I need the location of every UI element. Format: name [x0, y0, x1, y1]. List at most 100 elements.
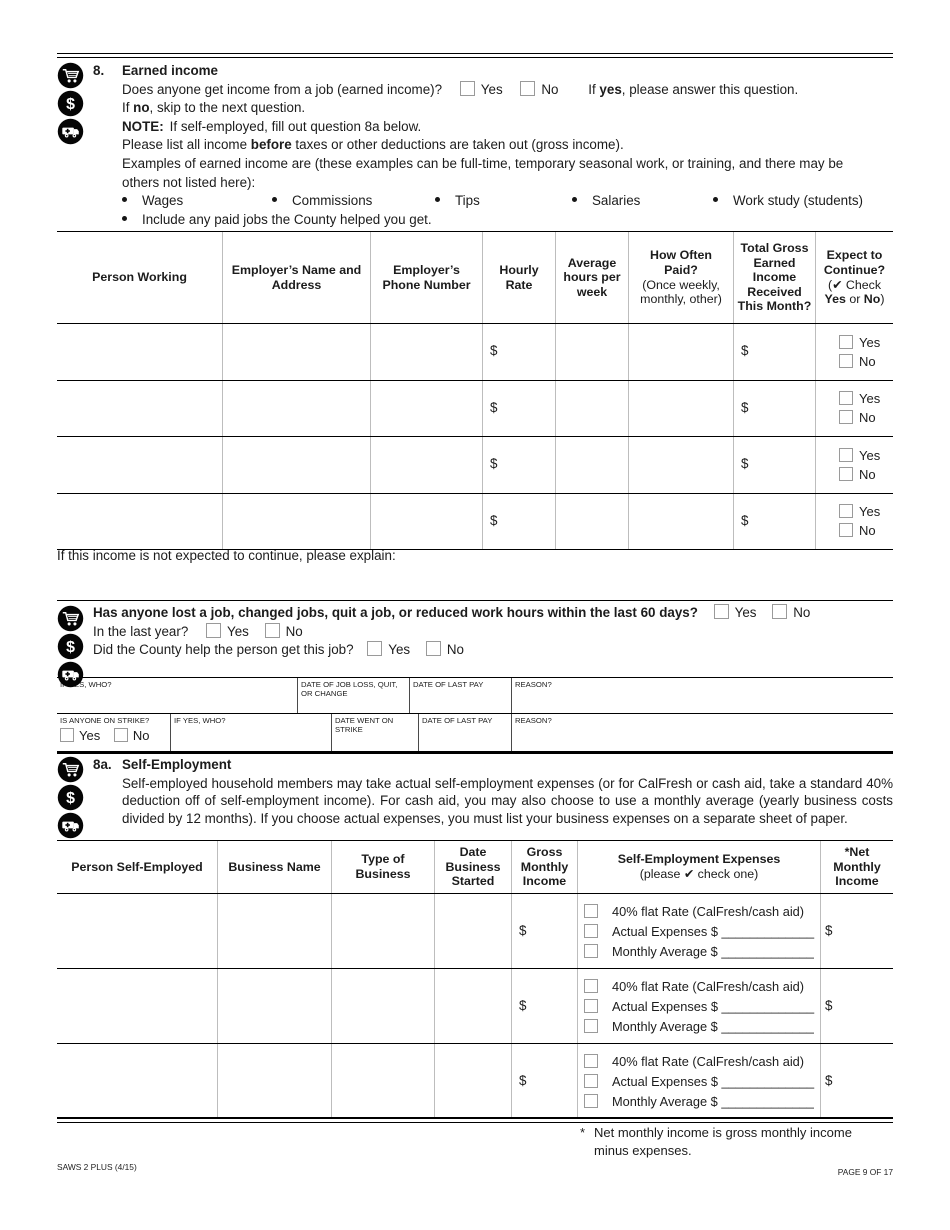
svg-text:$: $: [66, 96, 75, 113]
last-year-yes-checkbox[interactable]: [206, 622, 222, 638]
county-help-yes-checkbox[interactable]: [367, 641, 383, 657]
lost-job-yes-checkbox[interactable]: [713, 604, 729, 619]
total-gross-field[interactable]: $: [733, 324, 815, 380]
employer-name-field[interactable]: [222, 437, 370, 493]
expect-yes-checkbox[interactable]: [839, 504, 853, 519]
employer-phone-field[interactable]: [370, 324, 482, 380]
hourly-rate-field[interactable]: $: [482, 324, 555, 380]
person-working-field[interactable]: [57, 381, 222, 437]
expect-no-checkbox[interactable]: [839, 410, 853, 425]
how-often-paid-field[interactable]: [628, 324, 733, 380]
avg-hours-field[interactable]: [555, 324, 628, 380]
type-of-business-field[interactable]: [331, 1044, 434, 1118]
date-started-field[interactable]: [434, 969, 511, 1043]
q8-yes-label: Yes: [480, 81, 503, 97]
expect-no-checkbox[interactable]: [839, 523, 853, 538]
person-working-field[interactable]: [57, 494, 222, 550]
col-date-started: Date Business Started: [434, 841, 511, 893]
expect-yes-checkbox[interactable]: [839, 447, 853, 462]
employer-name-field[interactable]: [222, 380, 370, 436]
actual-expenses-checkbox[interactable]: [584, 1074, 598, 1088]
earned-income-table-header: Person Working Employer’s Name and Addre…: [57, 232, 893, 324]
strike-who-field[interactable]: IF YES, WHO?: [170, 714, 331, 751]
date-started-field[interactable]: [434, 894, 511, 968]
q-county-help-text: Did the County help the person get this …: [93, 642, 354, 658]
employer-name-field[interactable]: [222, 493, 370, 549]
employer-phone-field[interactable]: [370, 493, 482, 549]
type-of-business-field[interactable]: [331, 894, 434, 968]
hourly-rate-field[interactable]: $: [482, 437, 555, 493]
bullet-salaries: Salaries: [592, 193, 641, 209]
net-monthly-field[interactable]: $: [820, 1044, 893, 1118]
person-working-field[interactable]: [57, 437, 222, 493]
job-loss-detail-row: IF YES, WHO? DATE OF JOB LOSS, QUIT, OR …: [57, 677, 893, 714]
job-loss-reason-field[interactable]: REASON?: [511, 678, 893, 714]
person-self-employed-field[interactable]: [57, 1044, 217, 1118]
hourly-rate-field[interactable]: $: [482, 493, 555, 549]
bullet-tips: Tips: [455, 193, 480, 209]
strike-reason-field[interactable]: REASON?: [511, 714, 893, 751]
type-of-business-field[interactable]: [331, 969, 434, 1043]
bottom-divider: [57, 1117, 893, 1123]
net-monthly-field[interactable]: $: [820, 894, 893, 968]
business-name-field[interactable]: [217, 1044, 331, 1118]
q8-yes-checkbox[interactable]: [459, 80, 475, 96]
expect-yes-checkbox[interactable]: [839, 334, 853, 349]
gross-monthly-field[interactable]: $: [511, 894, 577, 968]
flat-rate-checkbox[interactable]: [584, 1054, 598, 1068]
how-often-paid-field[interactable]: [628, 437, 733, 493]
strike-last-pay-field[interactable]: DATE OF LAST PAY: [418, 714, 511, 751]
person-self-employed-field[interactable]: [57, 894, 217, 968]
expect-no-checkbox[interactable]: [839, 466, 853, 481]
business-name-field[interactable]: [217, 894, 331, 968]
avg-hours-field[interactable]: [555, 437, 628, 493]
col-employer-name: Employer’s Name and Address: [222, 232, 370, 323]
dollar-icon: $: [57, 633, 84, 660]
strike-yes-checkbox[interactable]: [60, 728, 74, 742]
last-year-no-checkbox[interactable]: [264, 622, 280, 638]
col-employer-phone: Employer’s Phone Number: [370, 232, 482, 323]
person-working-field[interactable]: [57, 324, 222, 380]
strike-no-checkbox[interactable]: [113, 728, 128, 742]
monthly-average-checkbox[interactable]: [584, 1019, 598, 1033]
total-gross-field[interactable]: $: [733, 437, 815, 493]
job-loss-last-pay-field[interactable]: DATE OF LAST PAY: [409, 678, 511, 714]
employer-name-field[interactable]: [222, 324, 370, 380]
date-started-field[interactable]: [434, 1044, 511, 1118]
net-monthly-field[interactable]: $: [820, 969, 893, 1043]
county-help-no-checkbox[interactable]: [425, 641, 441, 657]
expect-no-checkbox[interactable]: [839, 353, 853, 368]
lost-job-no-checkbox[interactable]: [772, 604, 788, 619]
q-last-year-text: In the last year?: [93, 623, 189, 639]
flat-rate-checkbox[interactable]: [584, 904, 598, 918]
flat-rate-checkbox[interactable]: [584, 979, 598, 993]
program-icon-stack: $: [57, 62, 87, 145]
total-gross-field[interactable]: $: [733, 493, 815, 549]
expect-yes-checkbox[interactable]: [839, 391, 853, 406]
monthly-average-checkbox[interactable]: [584, 944, 598, 958]
dollar-icon: $: [57, 784, 84, 811]
how-often-paid-field[interactable]: [628, 380, 733, 436]
self-employment-table: Person Self-Employed Business Name Type …: [57, 840, 893, 1119]
gross-monthly-field[interactable]: $: [511, 1044, 577, 1118]
person-self-employed-field[interactable]: [57, 969, 217, 1043]
gross-monthly-field[interactable]: $: [511, 969, 577, 1043]
hourly-rate-field[interactable]: $: [482, 380, 555, 436]
actual-expenses-checkbox[interactable]: [584, 999, 598, 1013]
avg-hours-field[interactable]: [555, 380, 628, 436]
employer-phone-field[interactable]: [370, 380, 482, 436]
business-name-field[interactable]: [217, 969, 331, 1043]
actual-expenses-checkbox[interactable]: [584, 924, 598, 938]
strike-detail-row: IS ANYONE ON STRIKE? Yes No IF YES, WHO?…: [57, 713, 893, 754]
job-loss-who-field[interactable]: IF YES, WHO?: [60, 680, 112, 689]
monthly-average-checkbox[interactable]: [584, 1094, 598, 1108]
avg-hours-field[interactable]: [555, 493, 628, 549]
employer-phone-field[interactable]: [370, 437, 482, 493]
how-often-paid-field[interactable]: [628, 493, 733, 549]
q8-no-checkbox[interactable]: [520, 80, 536, 96]
job-loss-date-field[interactable]: DATE OF JOB LOSS, QUIT, OR CHANGE: [297, 678, 409, 714]
income-explain-field[interactable]: [57, 566, 893, 598]
total-gross-field[interactable]: $: [733, 380, 815, 436]
strike-date-field[interactable]: DATE WENT ON STRIKE: [331, 714, 418, 751]
bullet-icon: [272, 197, 277, 203]
